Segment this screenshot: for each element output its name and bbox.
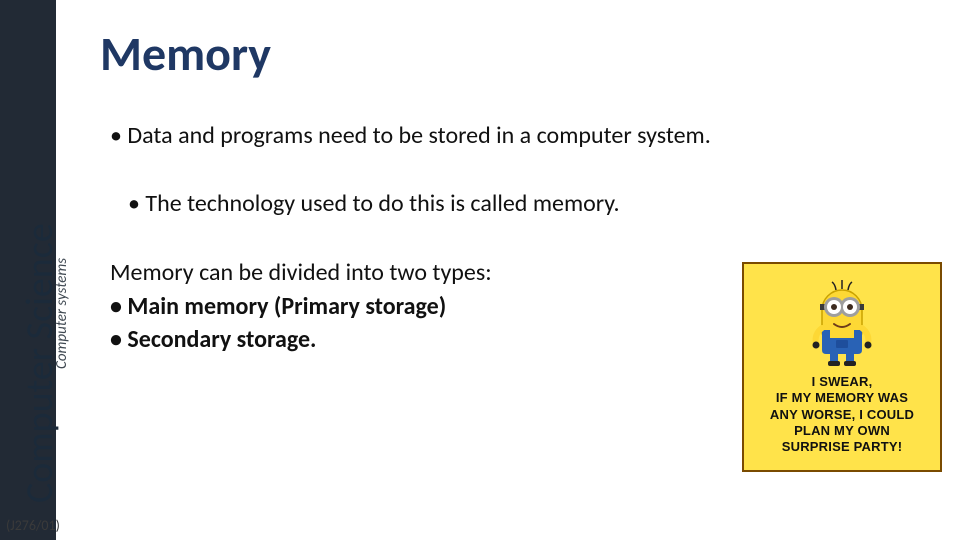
type-1-label: Main memory (Primary storage) xyxy=(127,292,446,321)
minion-illustration xyxy=(748,270,936,370)
bullet-2: The technology used to do this is called… xyxy=(128,188,940,220)
meme-card: I SWEAR, IF MY MEMORY WAS ANY WORSE, I C… xyxy=(742,262,942,472)
page-title: Memory xyxy=(100,24,271,83)
type-2-label: Secondary storage xyxy=(127,325,310,354)
sidebar-minor-label: Computer systems xyxy=(53,169,71,369)
caption-line-3: ANY WORSE, I COULD xyxy=(748,407,936,423)
meme-caption: I SWEAR, IF MY MEMORY WAS ANY WORSE, I C… xyxy=(748,374,936,455)
caption-line-5: SURPRISE PARTY! xyxy=(748,439,936,455)
caption-line-1: I SWEAR, xyxy=(748,374,936,390)
slide: Computer Science Computer systems (J276/… xyxy=(0,0,960,540)
course-code: (J276/01) xyxy=(6,517,60,534)
minion-icon xyxy=(792,270,892,370)
bullet-1: Data and programs need to be stored in a… xyxy=(110,120,940,152)
caption-line-2: IF MY MEMORY WAS xyxy=(748,390,936,406)
caption-line-4: PLAN MY OWN xyxy=(748,423,936,439)
